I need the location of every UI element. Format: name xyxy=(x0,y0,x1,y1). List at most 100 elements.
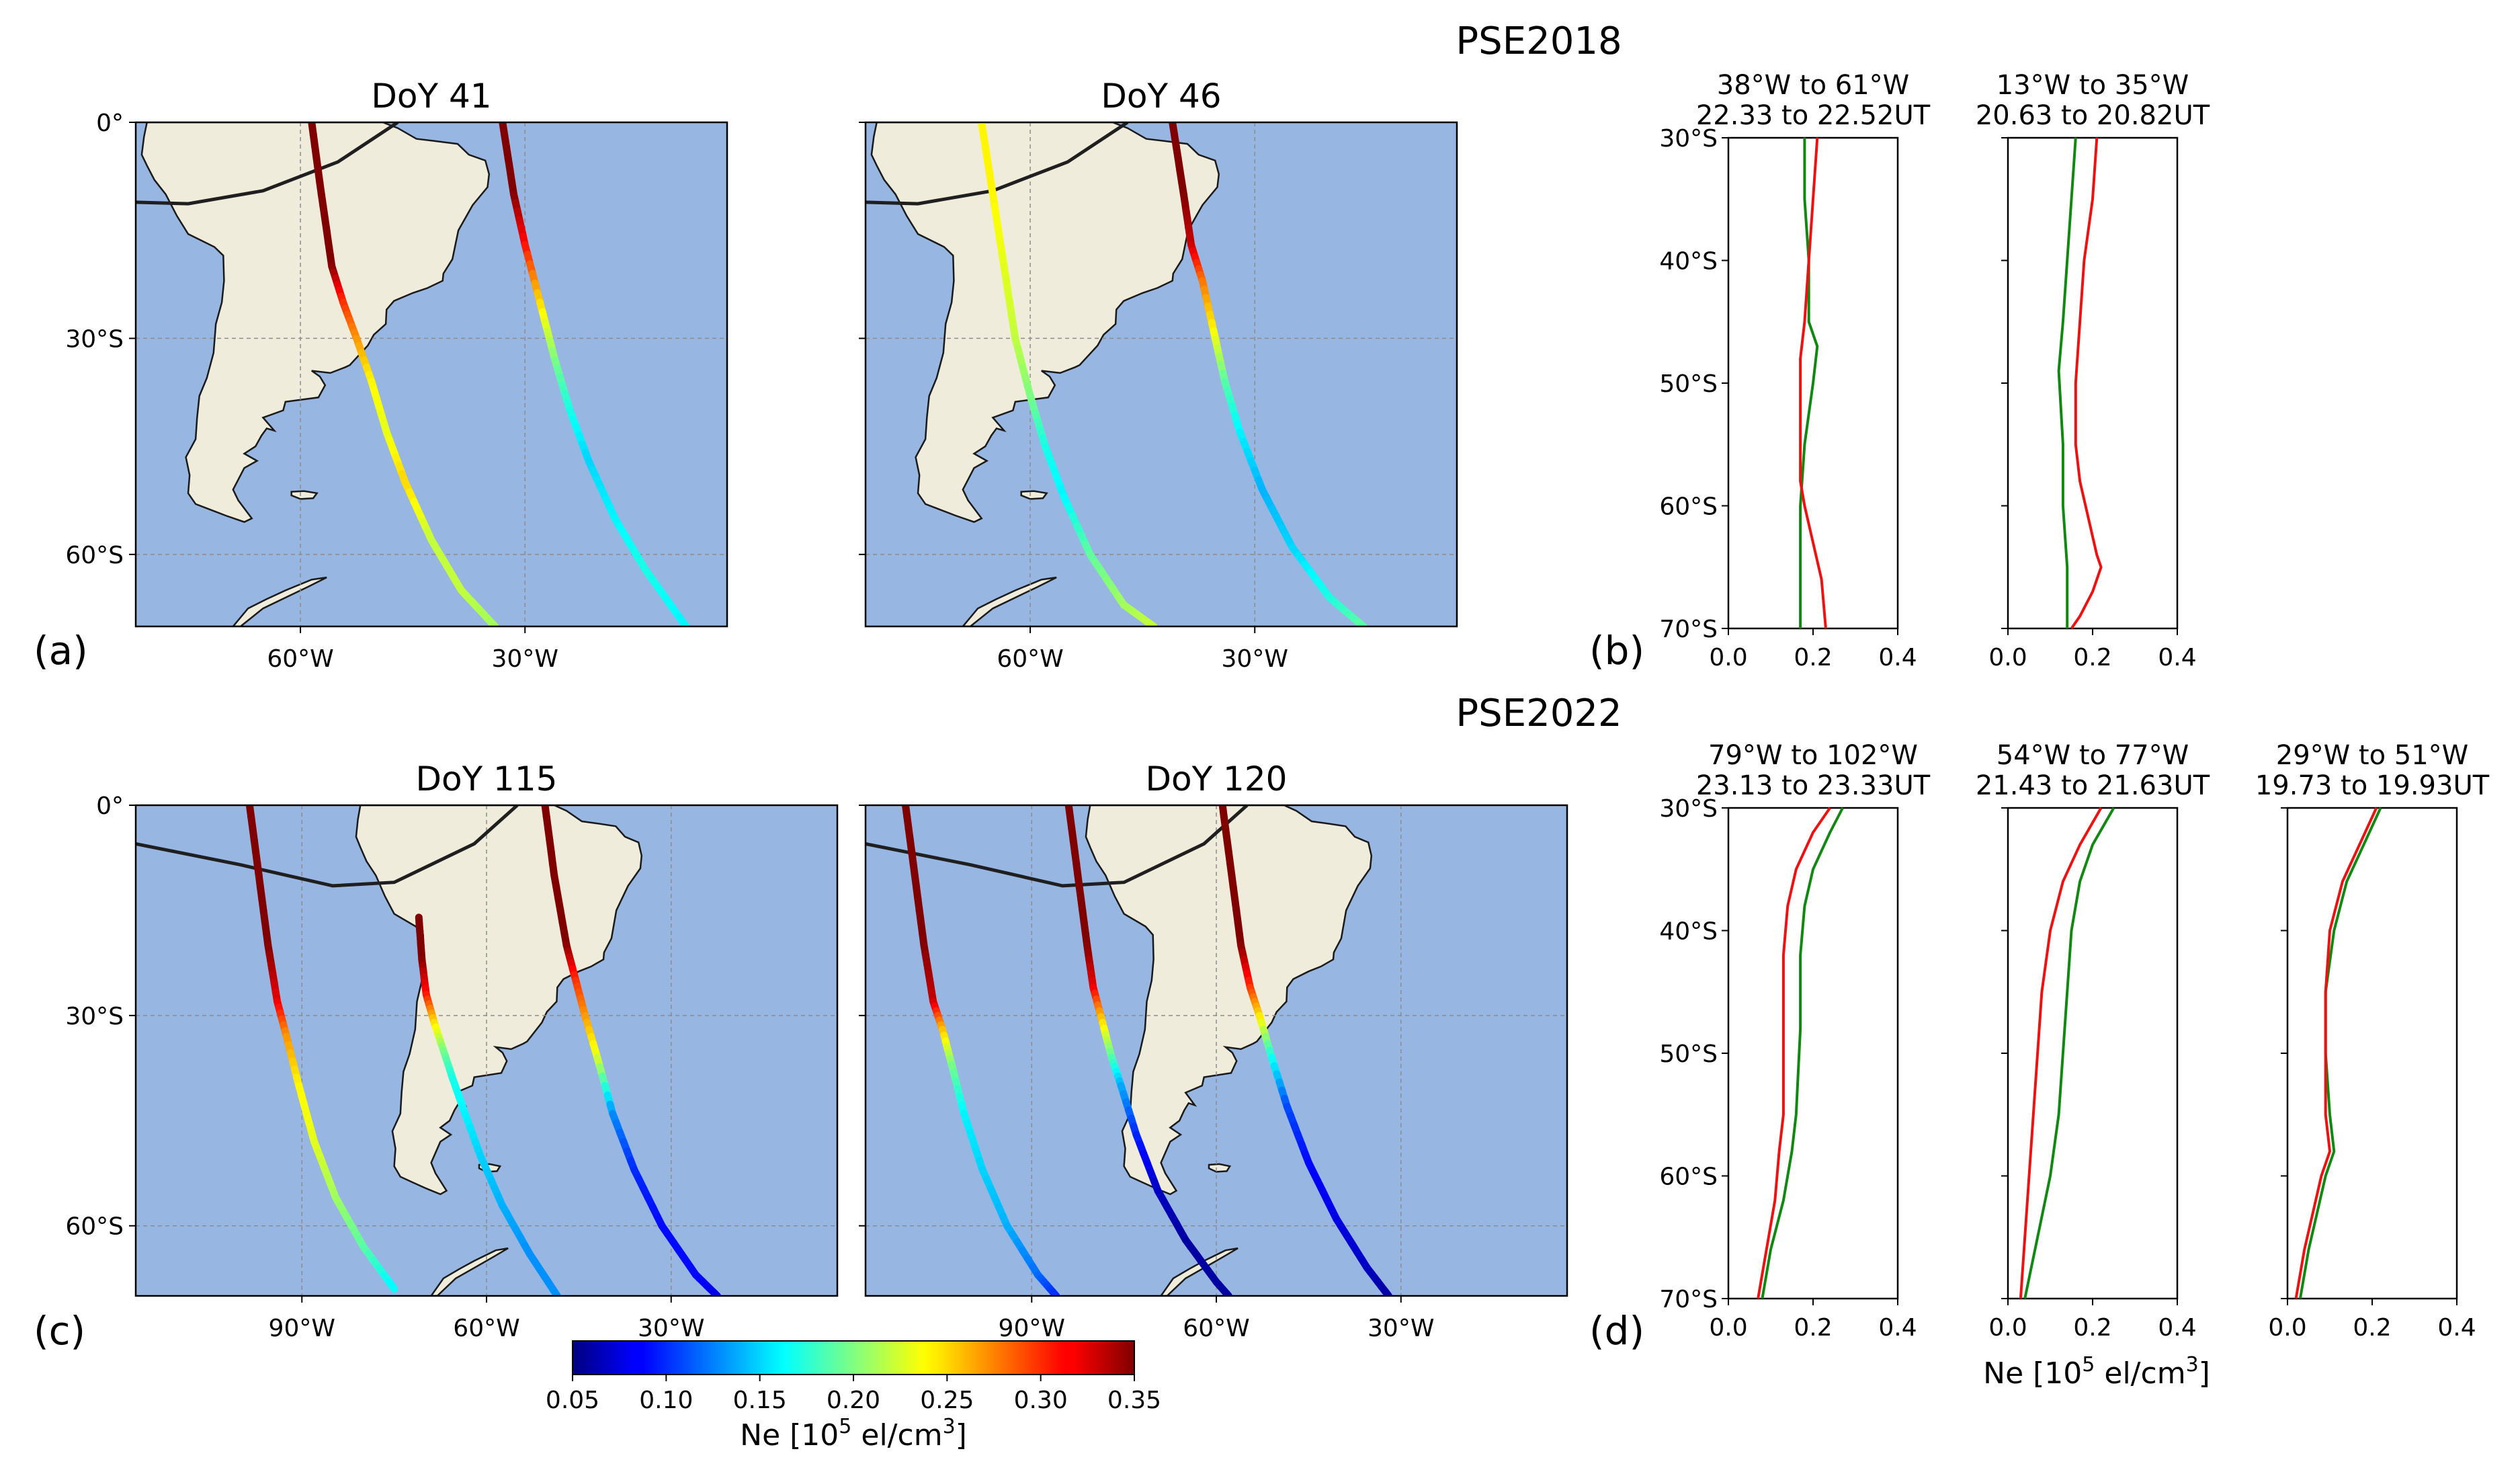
ytick-label: 30°S xyxy=(1659,125,1718,153)
profile-panel-2: 13°W to 35°W20.63 to 20.82UT 0.0 0.2 0.4 xyxy=(1976,70,2210,671)
panel-letter-c: (c) xyxy=(34,1308,85,1354)
ytick-label: 30°S xyxy=(65,1003,124,1030)
ytick-label: 30°S xyxy=(1659,795,1718,823)
xtick-label: 60°W xyxy=(997,645,1063,673)
colorbar-tick-label: 0.10 xyxy=(639,1387,693,1414)
ytick-label: 30°S xyxy=(65,325,124,353)
profile-red-line xyxy=(2019,807,2103,1299)
xtick-label: 90°W xyxy=(999,1315,1065,1342)
map-title: DoY 46 xyxy=(1101,77,1221,116)
ytick-label: 60°S xyxy=(1659,1163,1718,1191)
xtick-label: 0.4 xyxy=(1878,644,1917,671)
profile-frame xyxy=(2007,136,2179,630)
map-content xyxy=(136,805,837,1296)
profile-red-line xyxy=(2070,137,2103,630)
profile-xlabel: Ne [105 el/cm3] xyxy=(1983,1353,2210,1391)
track-1-segment xyxy=(548,1285,561,1296)
xtick-label: 0.2 xyxy=(1794,644,1832,671)
xtick-label: 0.0 xyxy=(1709,644,1747,671)
profile-frame xyxy=(2286,807,2458,1300)
profile-red-line xyxy=(1757,807,1831,1299)
map-panel-doy120: DoY 120 90°W 60°W 30°W xyxy=(859,760,1568,1342)
antarctic-peninsula-land xyxy=(1160,1247,1238,1296)
xtick-label: 0.0 xyxy=(1709,1314,1747,1342)
xtick-label: 0.4 xyxy=(2437,1314,2476,1342)
profile-title-line2: 23.13 to 23.33UT xyxy=(1696,770,1931,801)
xtick-label: 30°W xyxy=(492,645,558,673)
colorbar-tick-label: 0.30 xyxy=(1014,1387,1068,1414)
ytick-label: 0° xyxy=(96,110,124,137)
profile-title-line1: 79°W to 102°W xyxy=(1708,740,1918,771)
ytick-label: 0° xyxy=(96,792,124,820)
colorbar-tick-label: 0.25 xyxy=(920,1387,974,1414)
xtick-label: 0.4 xyxy=(1878,1314,1917,1342)
track-1-segment xyxy=(675,613,690,626)
falkland-islands-land xyxy=(1020,490,1048,500)
map-panel-doy115: DoY 115 90°W 60°W 30°W 0° 30°S 60°S xyxy=(65,760,839,1342)
panel-letter-b: (b) xyxy=(1589,628,1644,673)
xtick-label: 60°W xyxy=(453,1315,519,1342)
profile-frame xyxy=(2007,807,2179,1300)
antarctic-peninsula-land xyxy=(430,1247,509,1296)
panel-letter-a: (a) xyxy=(34,628,88,673)
map-frame xyxy=(134,121,728,628)
south-america-land xyxy=(1085,805,1373,1196)
profile-title-line2: 22.33 to 22.52UT xyxy=(1696,100,1931,131)
colorbar-tick-label: 0.35 xyxy=(1107,1387,1161,1414)
track-0-segment xyxy=(385,1278,398,1293)
colorbar-tick-label: 0.15 xyxy=(733,1387,787,1414)
xtick-label: 30°W xyxy=(638,1315,704,1342)
xtick-label: 60°W xyxy=(1183,1315,1249,1342)
xtick-label: 0.2 xyxy=(2353,1314,2391,1342)
falkland-islands-land xyxy=(290,490,319,500)
xtick-label: 90°W xyxy=(269,1315,335,1342)
profile-frame xyxy=(1727,807,1899,1300)
ytick-label: 60°S xyxy=(1659,493,1718,521)
xtick-label: 0.0 xyxy=(1988,1314,2027,1342)
profile-green-line xyxy=(1761,807,1844,1299)
colorbar-tick-label: 0.05 xyxy=(546,1387,599,1414)
ytick-label: 70°S xyxy=(1659,1286,1718,1313)
profile-green-line xyxy=(2023,807,2115,1299)
xtick-label: 30°W xyxy=(1222,645,1288,673)
map-content xyxy=(866,122,1457,626)
xtick-label: 60°W xyxy=(267,645,333,673)
map-title: DoY 41 xyxy=(371,77,491,116)
profile-green-line xyxy=(2057,137,2077,628)
xtick-label: 0.0 xyxy=(1988,644,2027,671)
ytick-label: 60°S xyxy=(65,1213,124,1241)
panel-letter-d: (d) xyxy=(1589,1308,1644,1354)
colorbar-label: Ne [105 el/cm3] xyxy=(740,1415,967,1452)
xtick-label: 0.4 xyxy=(2158,1314,2196,1342)
terminator-line xyxy=(866,805,1249,888)
south-america-land xyxy=(355,805,643,1196)
antarctic-peninsula-land xyxy=(962,576,1057,626)
ytick-label: 40°S xyxy=(1659,918,1718,946)
xtick-label: 0.4 xyxy=(2158,644,2196,671)
colorbar: 0.05 0.10 0.15 0.20 0.25 0.30 0.35 Ne [105 el/… xyxy=(546,1340,1161,1452)
profile-green-line xyxy=(1799,138,1819,628)
xtick-label: 0.0 xyxy=(2268,1314,2306,1342)
terminator-line xyxy=(136,122,399,206)
terminator-line xyxy=(136,805,519,888)
track-0-segment xyxy=(485,616,499,626)
profile-green-line xyxy=(2298,807,2382,1299)
xtick-label: 0.2 xyxy=(1794,1314,1832,1342)
falkland-islands-land xyxy=(1208,1163,1232,1173)
colorbar-ticks: 0.05 0.10 0.15 0.20 0.25 0.30 0.35 xyxy=(546,1375,1161,1414)
profile-title-line1: 29°W to 51°W xyxy=(2276,740,2468,771)
antarctic-peninsula-land xyxy=(232,576,327,626)
ytick-label: 50°S xyxy=(1659,1040,1718,1068)
ytick-label: 40°S xyxy=(1659,248,1718,276)
map-content xyxy=(136,122,727,626)
profile-title-line1: 54°W to 77°W xyxy=(1997,740,2189,771)
map-frame xyxy=(864,121,1458,628)
map-content xyxy=(866,805,1567,1296)
profile-title-line2: 21.43 to 21.63UT xyxy=(1976,770,2210,801)
profile-title-line1: 13°W to 35°W xyxy=(1997,70,2189,101)
map-title: DoY 115 xyxy=(416,760,558,799)
colorbar-tick-label: 0.20 xyxy=(827,1387,880,1414)
profile-panel-1: 38°W to 61°W22.33 to 22.52UT 0.0 0.2 0.4 30°… xyxy=(1659,70,1930,671)
profile-panel-5: 29°W to 51°W19.73 to 19.93UT 0.0 0.2 0.4 xyxy=(2255,740,2490,1342)
map-title: DoY 120 xyxy=(1146,760,1288,799)
